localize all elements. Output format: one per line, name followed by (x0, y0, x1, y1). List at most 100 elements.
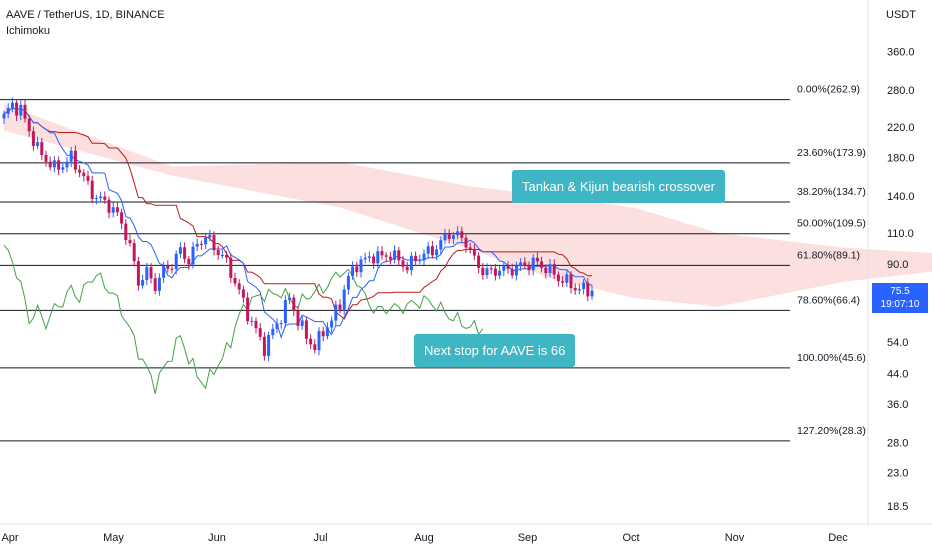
candle-body[interactable] (19, 104, 23, 116)
candle-body[interactable] (468, 247, 472, 250)
candle-body[interactable] (225, 254, 229, 258)
candle-body[interactable] (401, 260, 405, 267)
candle-body[interactable] (107, 199, 111, 213)
candle-body[interactable] (2, 113, 6, 119)
candle-body[interactable] (220, 254, 224, 256)
candle-body[interactable] (577, 289, 581, 291)
candle-body[interactable] (346, 276, 350, 290)
candle-body[interactable] (464, 237, 468, 248)
candle-body[interactable] (15, 102, 19, 116)
candle-body[interactable] (23, 104, 27, 119)
candle-body[interactable] (556, 274, 560, 282)
candle-body[interactable] (31, 131, 35, 146)
candle-body[interactable] (321, 331, 325, 337)
candle-body[interactable] (208, 235, 212, 238)
indicator-label[interactable]: Ichimoku (6, 25, 51, 37)
candle-body[interactable] (94, 198, 98, 200)
candle-body[interactable] (481, 267, 485, 276)
candle-body[interactable] (120, 212, 124, 224)
candle-body[interactable] (212, 235, 216, 251)
candle-body[interactable] (489, 268, 493, 270)
candle-body[interactable] (157, 277, 161, 291)
candle-body[interactable] (506, 265, 510, 269)
candle-body[interactable] (519, 262, 523, 266)
candle-body[interactable] (6, 108, 10, 114)
candle-body[interactable] (191, 246, 195, 265)
candle-body[interactable] (40, 142, 44, 156)
candle-body[interactable] (460, 231, 464, 238)
candle-body[interactable] (128, 240, 132, 244)
candle-body[interactable] (309, 338, 313, 345)
candle-body[interactable] (355, 266, 359, 273)
candle-body[interactable] (86, 176, 90, 181)
candle-body[interactable] (250, 320, 254, 322)
candle-body[interactable] (174, 253, 178, 269)
candle-body[interactable] (485, 268, 489, 276)
candle-body[interactable] (57, 160, 61, 170)
candle-body[interactable] (325, 327, 329, 337)
candle-body[interactable] (540, 261, 544, 268)
candle-body[interactable] (183, 247, 187, 259)
candle-body[interactable] (166, 265, 170, 269)
candle-body[interactable] (149, 267, 153, 279)
candle-body[interactable] (111, 207, 115, 213)
candle-body[interactable] (296, 310, 300, 326)
candle-body[interactable] (27, 118, 31, 132)
candle-body[interactable] (338, 304, 342, 310)
candle-body[interactable] (65, 161, 69, 168)
candle-body[interactable] (502, 265, 506, 271)
candle-body[interactable] (132, 243, 136, 262)
candle-body[interactable] (48, 161, 52, 168)
candle-body[interactable] (233, 277, 237, 284)
candle-body[interactable] (531, 257, 535, 271)
candle-body[interactable] (573, 288, 577, 291)
candle-body[interactable] (124, 223, 128, 241)
candle-body[interactable] (527, 265, 531, 271)
candle-body[interactable] (565, 274, 569, 283)
candle-body[interactable] (535, 257, 539, 262)
candle-body[interactable] (493, 268, 497, 276)
candle-body[interactable] (334, 304, 338, 321)
candle-body[interactable] (552, 264, 556, 275)
candle-body[interactable] (10, 102, 14, 109)
candle-body[interactable] (451, 235, 455, 239)
candle-body[interactable] (229, 257, 233, 278)
candle-body[interactable] (69, 150, 73, 162)
candle-body[interactable] (141, 280, 145, 286)
candle-body[interactable] (73, 150, 77, 170)
candle-body[interactable] (422, 253, 426, 260)
candle-body[interactable] (384, 255, 388, 257)
candle-body[interactable] (435, 249, 439, 256)
candle-body[interactable] (271, 328, 275, 336)
candle-body[interactable] (258, 328, 262, 337)
candle-body[interactable] (510, 268, 514, 276)
candle-body[interactable] (414, 255, 418, 262)
candle-body[interactable] (254, 320, 258, 329)
candle-body[interactable] (426, 246, 430, 254)
candle-body[interactable] (136, 261, 140, 286)
candle-body[interactable] (195, 243, 199, 247)
candle-body[interactable] (267, 335, 271, 356)
candle-body[interactable] (548, 264, 552, 274)
candle-body[interactable] (544, 267, 548, 274)
candle-body[interactable] (204, 237, 208, 245)
candle-body[interactable] (44, 155, 48, 162)
candle-body[interactable] (380, 251, 384, 256)
candle-body[interactable] (376, 251, 380, 264)
candle-body[interactable] (447, 234, 451, 239)
candle-body[interactable] (178, 247, 182, 254)
candle-body[interactable] (153, 278, 157, 291)
candle-body[interactable] (439, 240, 443, 250)
candle-body[interactable] (418, 259, 422, 262)
candle-body[interactable] (477, 255, 481, 268)
candle-body[interactable] (498, 270, 502, 276)
candle-body[interactable] (304, 320, 308, 339)
candle-body[interactable] (52, 160, 56, 168)
candle-body[interactable] (170, 268, 174, 270)
candle-body[interactable] (237, 283, 241, 290)
candle-body[interactable] (397, 250, 401, 261)
candle-body[interactable] (162, 265, 166, 278)
candle-body[interactable] (359, 259, 363, 273)
candle-body[interactable] (78, 169, 82, 173)
